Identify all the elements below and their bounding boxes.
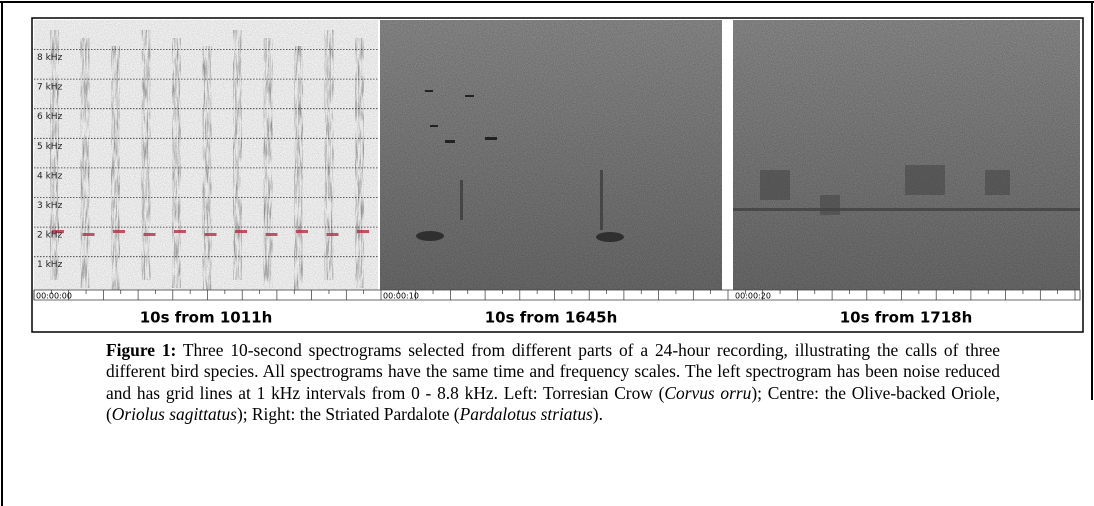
panel-label: 10s from 1011h	[140, 309, 273, 327]
calls	[760, 165, 1010, 215]
frequency-label: 4 kHz	[37, 171, 63, 181]
caption-text: ); Right: the Striated Pardalote (	[236, 404, 460, 425]
separator	[722, 20, 733, 290]
timeline	[33, 289, 1081, 301]
spectrogram-left: 8 kHz 7 kHz 6 kHz 5 kHz 4 kHz 3 kHz 2 kHz 1 kHz	[34, 20, 378, 296]
panel-label: 10s from 1718h	[840, 309, 973, 327]
frequency-label: 3 kHz	[37, 201, 63, 211]
noise	[733, 20, 1080, 290]
caption-text: Three 10-second spectrograms selected fr…	[106, 340, 1001, 403]
species-name: Pardalotus striatus	[459, 404, 593, 425]
frequency-label: 2 kHz	[37, 231, 63, 241]
timeline-ticks	[33, 290, 1076, 300]
calls	[416, 90, 624, 242]
caption-text: ).	[592, 404, 603, 425]
species-name: Oriolus sagittatus	[111, 404, 237, 425]
species-name: Corvus orru	[664, 382, 752, 403]
noise	[34, 20, 378, 290]
caption-text: ); Centre: the Olive-backed Oriole, (	[106, 382, 1000, 425]
noise	[380, 20, 722, 290]
caption: Figure 1: Three 10-second spectrograms s…	[106, 340, 1000, 426]
frequency-label: 8 kHz	[37, 53, 63, 63]
spectrogram-right	[733, 20, 1080, 290]
panel-label: 10s from 1645h	[485, 309, 618, 327]
spectrogram-centre	[380, 20, 722, 290]
time-label: 00:00:10	[383, 292, 419, 301]
frequency-label: 5 kHz	[37, 142, 63, 152]
frequency-label: 7 kHz	[37, 83, 63, 93]
call-band	[733, 208, 1080, 211]
time-label: 00:00:20	[735, 292, 771, 301]
frequency-label: 6 kHz	[37, 112, 63, 122]
frequency-label: 1 kHz	[37, 260, 63, 270]
time-label: 00:00:00	[36, 292, 72, 301]
caption-label: Figure 1:	[106, 340, 177, 360]
